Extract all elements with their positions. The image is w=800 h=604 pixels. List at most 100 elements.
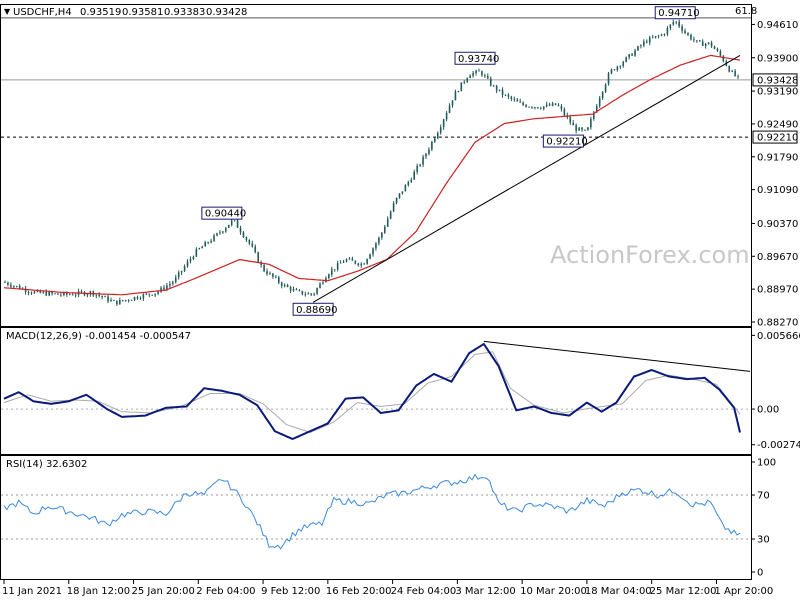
price-candle-body [487,75,489,79]
price-candle-body [534,107,536,108]
price-candle-body [419,164,421,166]
price-candle-body [13,286,15,287]
price-candle-body [142,294,145,299]
price-header-arrow: ▼ [4,7,11,16]
price-candle-body [286,284,289,287]
fib-label: 61.8 [735,6,757,17]
price-candle-body [716,49,719,52]
x-tick-label: 18 Mar 04:00 [585,586,652,597]
price-ytick-label: 0.89670 [757,252,798,263]
x-tick-label: 1 Apr 20:00 [714,586,773,597]
price-candle-body [625,57,627,62]
price-candle-body [121,299,124,301]
price-candle-body [174,277,177,283]
x-tick-label: 18 Jan 12:00 [67,586,130,597]
swing-label-text: 0.88690 [296,305,337,316]
price-candle-body [472,73,474,76]
price-candle-body [657,35,660,37]
axis-layer: 11 Jan 2021 18 Jan 12:00 25 Jan 20:00 2 Feb… [2,580,773,597]
price-candle-body [395,197,398,204]
price-candle-body [342,261,345,263]
price-candle-body [469,75,471,79]
price-candle-body [672,21,675,25]
price-ytick-label: 0.91790 [757,152,798,163]
price-candle-body [557,104,560,107]
price-candle-body [684,30,686,33]
price-candle-body [307,293,310,295]
price-candle-body [18,286,21,290]
price-open: 0.93519 [80,7,121,18]
price-candle-body [101,295,103,298]
price-candle-body [601,91,604,99]
swing-label-box [292,302,334,316]
price-candle-body [242,232,245,238]
price-candle-body [537,107,539,109]
price-candle-body [269,273,271,275]
price-candle-body [734,71,736,76]
price-candle-body [160,287,162,292]
price-candle-body [348,258,351,260]
price-candle-body [719,51,722,56]
price-candle-body [225,227,227,232]
price-candle-body [551,103,554,106]
price-candle-body [631,54,633,56]
macd-panel-frame [0,327,752,455]
price-layer: 61.8 0.94710 0.93740 0.92210 0.90440 0.88690 0… [1,6,798,329]
price-candle-body [219,232,221,234]
price-candle-body [484,75,486,77]
swing-label-box [454,51,496,65]
price-candle-body [548,104,551,106]
price-candle-body [607,73,610,85]
price-candle-body [104,296,106,298]
price-candle-body [177,272,180,278]
price-candle-body [436,132,439,139]
price-candle-body [351,258,354,261]
level-tag-text: 0.92210 [757,133,798,144]
price-candle-body [248,239,251,244]
price-candle-body [386,218,389,227]
price-candle-body [48,291,50,296]
price-candle-body [363,263,365,265]
price-candle-body [466,78,469,82]
price-candle-body [660,34,663,36]
price-candle-body [454,91,457,101]
price-candle-body [298,290,301,291]
price-candle-body [645,41,648,43]
price-candle-body [66,292,68,295]
level-tag-box [752,130,798,144]
price-candle-body [57,293,59,295]
price-candle-body [222,231,224,233]
price-candle-body [696,40,698,42]
price-candle-body [51,291,53,294]
price-candle-body [613,69,616,71]
price-candle-body [230,220,233,225]
price-candle-body [666,28,669,35]
price-candle-body [710,42,713,47]
price-candle-body [401,191,404,194]
price-candle-body [410,179,413,182]
price-candle-body [360,263,363,266]
price-candle-body [431,141,433,150]
x-tick-label: 3 Mar 12:00 [455,586,515,597]
price-candle-body [201,246,204,249]
price-candle-body [366,258,368,264]
price-candle-body [460,82,463,92]
price-candle-body [233,220,236,222]
price-candle-body [239,227,242,233]
price-candle-body [704,43,707,46]
price-candle-body [213,235,215,241]
price-candle-body [528,106,530,108]
price-candle-body [27,291,30,293]
price-ytick-label: 0.88270 [757,318,798,329]
x-tick-label: 10 Mar 20:00 [520,586,587,597]
rsi-line [3,473,741,550]
price-candle-body [392,203,395,212]
price-candle-body [560,106,563,110]
price-candle-body [439,127,442,133]
price-candle-body [413,171,416,180]
price-candle-body [587,127,589,131]
swing-label-text: 0.90440 [205,209,246,220]
moving-average-line [3,54,741,296]
rsi-ytick-label: 0 [757,568,763,579]
